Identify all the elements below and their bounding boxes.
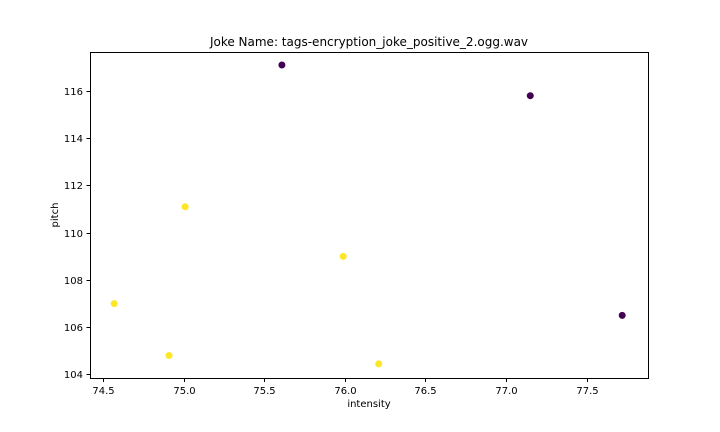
data-point [618,311,626,319]
data-point [278,61,286,69]
y-tick-label: 110 [64,229,83,240]
data-point [339,252,347,260]
x-tick-label: 77.5 [576,386,598,397]
chart-title: Joke Name: tags-encryption_joke_positive… [209,35,528,49]
y-tick-label: 108 [64,276,83,287]
x-tick-label: 75.0 [173,386,195,397]
data-point [181,203,189,211]
y-tick-label: 106 [64,323,83,334]
x-axis-label: intensity [347,399,390,410]
data-point [526,92,534,100]
data-point [165,352,173,360]
plot-area-frame [90,52,649,379]
y-tick-label: 104 [64,370,83,381]
y-tick-label: 112 [64,181,83,192]
x-tick-label: 77.0 [495,386,517,397]
y-tick-label: 116 [64,87,83,98]
x-tick-label: 76.5 [414,386,436,397]
y-axis: 104 106 108 110 112 114 116 [64,87,90,381]
x-tick-label: 75.5 [253,386,275,397]
data-point [110,300,118,308]
data-point [375,360,383,368]
data-points [110,61,626,368]
x-tick-label: 74.5 [92,386,114,397]
x-tick-label: 76.0 [334,386,356,397]
y-tick-label: 114 [64,134,83,145]
y-axis-label: pitch [50,203,61,228]
x-axis: 74.5 75.0 75.5 76.0 76.5 77.0 77.5 [92,378,599,397]
